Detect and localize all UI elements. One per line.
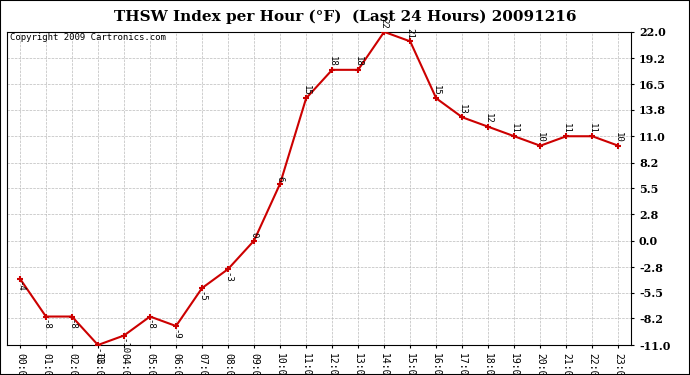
Text: -8: -8	[68, 319, 77, 330]
Text: -5: -5	[197, 291, 206, 302]
Text: 10: 10	[614, 132, 623, 143]
Text: 15: 15	[432, 85, 441, 96]
Text: 13: 13	[457, 104, 466, 114]
Text: -4: -4	[15, 281, 24, 292]
Text: Copyright 2009 Cartronics.com: Copyright 2009 Cartronics.com	[10, 33, 166, 42]
Text: 12: 12	[484, 113, 493, 124]
Text: THSW Index per Hour (°F)  (Last 24 Hours) 20091216: THSW Index per Hour (°F) (Last 24 Hours)…	[114, 9, 576, 24]
Text: 10: 10	[535, 132, 545, 143]
Text: 18: 18	[328, 56, 337, 67]
Text: -11: -11	[93, 348, 103, 364]
Text: 21: 21	[406, 28, 415, 39]
Text: -8: -8	[41, 319, 50, 330]
Text: 22: 22	[380, 18, 388, 29]
Text: -8: -8	[146, 319, 155, 330]
Text: -9: -9	[172, 329, 181, 339]
Text: -10: -10	[119, 338, 128, 354]
Text: 0: 0	[250, 232, 259, 238]
Text: -3: -3	[224, 272, 233, 283]
Text: 6: 6	[275, 176, 284, 181]
Text: 11: 11	[588, 123, 597, 134]
Text: 11: 11	[562, 123, 571, 134]
Text: 18: 18	[354, 56, 363, 67]
Text: 11: 11	[510, 123, 519, 134]
Text: 15: 15	[302, 85, 310, 96]
